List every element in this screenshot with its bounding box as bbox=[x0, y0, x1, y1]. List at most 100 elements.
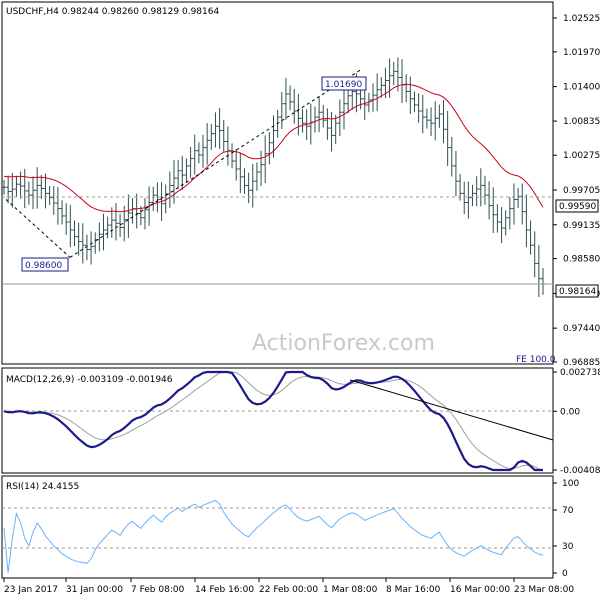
price-bar bbox=[18, 171, 23, 199]
price-bar bbox=[205, 123, 210, 165]
annotation-high: 1.01690 bbox=[321, 76, 367, 91]
price-bar bbox=[10, 172, 15, 208]
price-bar bbox=[337, 99, 342, 137]
y-tick-label: 0.98580 bbox=[563, 255, 600, 265]
price-bar bbox=[259, 150, 264, 186]
price-bar bbox=[400, 59, 405, 104]
price-bar bbox=[22, 168, 27, 209]
x-axis: 23 Jan 2017 31 Jan 00:00 7 Feb 08:00 14 Feb… bbox=[3, 578, 574, 595]
main-panel-frame bbox=[1, 1, 554, 365]
price-bar bbox=[84, 234, 89, 261]
watermark: ActionForex.com bbox=[252, 331, 435, 356]
price-bar bbox=[503, 210, 508, 236]
price-bar bbox=[196, 142, 201, 164]
price-bar bbox=[524, 194, 529, 248]
price-bar bbox=[263, 135, 268, 183]
y-tick-label: 0.99705 bbox=[563, 186, 600, 196]
price-bar bbox=[321, 104, 326, 128]
rsi-y-axis: 100 70 30 0 bbox=[553, 479, 579, 579]
price-bar bbox=[341, 86, 346, 130]
price-bar bbox=[72, 220, 77, 247]
price-bar bbox=[242, 168, 247, 194]
price-bar bbox=[267, 132, 272, 165]
price-bar bbox=[221, 119, 226, 153]
price-bar bbox=[379, 76, 384, 99]
price-bar bbox=[429, 107, 434, 137]
price-bar bbox=[424, 108, 429, 129]
rsi-line bbox=[3, 499, 544, 574]
price-bar bbox=[300, 108, 305, 133]
price-bar bbox=[171, 159, 176, 204]
price-bar bbox=[6, 175, 11, 204]
macd-title: MACD(12,26,9) -0.003109 -0.001946 bbox=[6, 375, 173, 385]
x-tick-label: 8 Mar 16:00 bbox=[386, 585, 441, 595]
price-bar bbox=[371, 83, 376, 112]
price-bar bbox=[329, 111, 334, 152]
svg-text:0.99590: 0.99590 bbox=[559, 202, 596, 212]
price-bar bbox=[31, 176, 36, 210]
price-bar bbox=[283, 77, 288, 120]
price-bar bbox=[76, 222, 81, 256]
price-bar bbox=[130, 197, 135, 224]
price-bar bbox=[466, 181, 471, 219]
price-bar bbox=[155, 182, 160, 213]
price-bar bbox=[188, 146, 193, 178]
price-bar bbox=[511, 183, 516, 225]
price-bar bbox=[250, 163, 255, 208]
price-bar bbox=[246, 172, 251, 204]
price-bar bbox=[292, 89, 297, 124]
svg-text:0.98164: 0.98164 bbox=[559, 287, 596, 297]
fe-label: FE 100.0 bbox=[516, 355, 556, 365]
macd-y-tick-label: 0.002738 bbox=[560, 368, 600, 378]
price-bar bbox=[474, 176, 479, 207]
svg-text:0.98600: 0.98600 bbox=[25, 261, 62, 271]
price-bar bbox=[47, 186, 52, 205]
rsi-y-tick-label: 0 bbox=[562, 569, 568, 579]
price-bar bbox=[93, 232, 98, 254]
price-bar bbox=[325, 108, 330, 140]
price-bar bbox=[437, 104, 442, 128]
price-bar bbox=[507, 196, 512, 230]
price-bar bbox=[43, 173, 48, 209]
price-bar bbox=[176, 160, 181, 189]
header-text: USDCHF,H4 0.98244 0.98260 0.98129 0.9816… bbox=[6, 7, 219, 17]
x-tick-label: 14 Feb 16:00 bbox=[195, 585, 254, 595]
price-bar bbox=[113, 202, 118, 241]
price-bar bbox=[312, 106, 317, 133]
price-bar bbox=[541, 268, 545, 295]
x-tick-label: 7 Feb 08:00 bbox=[131, 585, 185, 595]
rsi-y-tick-label: 70 bbox=[562, 506, 574, 516]
price-bar bbox=[254, 162, 259, 191]
price-bar bbox=[449, 136, 454, 177]
price-bar bbox=[151, 186, 156, 211]
price-bar bbox=[279, 91, 284, 129]
price-bar bbox=[60, 200, 65, 225]
label-0.98164: 0.98164 bbox=[555, 284, 599, 298]
macd-y-tick-label: -0.004088 bbox=[560, 466, 600, 476]
macd-y-tick-label: 0.00 bbox=[560, 407, 580, 417]
price-bar bbox=[101, 213, 106, 251]
price-bar bbox=[230, 143, 235, 169]
price-bar bbox=[296, 93, 301, 136]
annotation-low: 0.98600 bbox=[21, 257, 69, 272]
macd-y-axis: 0.002738 0.00 -0.004088 bbox=[553, 368, 600, 476]
price-bar bbox=[482, 175, 487, 205]
price-bar bbox=[308, 103, 313, 145]
price-bar bbox=[234, 149, 239, 181]
price-bar bbox=[213, 112, 218, 148]
trendline-dashed-left bbox=[5, 199, 71, 258]
macd-signal-line bbox=[3, 371, 544, 471]
price-bar bbox=[138, 206, 143, 226]
price-bar bbox=[375, 73, 380, 112]
price-bar bbox=[420, 94, 425, 134]
price-bar bbox=[142, 198, 147, 230]
price-bar bbox=[412, 91, 417, 113]
price-bar bbox=[51, 185, 56, 215]
x-tick-label: 31 Jan 00:00 bbox=[66, 585, 123, 595]
price-bar bbox=[109, 207, 114, 238]
label-0.99590: 0.99590 bbox=[555, 199, 599, 213]
trendline-dashed bbox=[69, 68, 363, 258]
price-bar bbox=[433, 101, 438, 141]
price-bar bbox=[346, 86, 351, 114]
